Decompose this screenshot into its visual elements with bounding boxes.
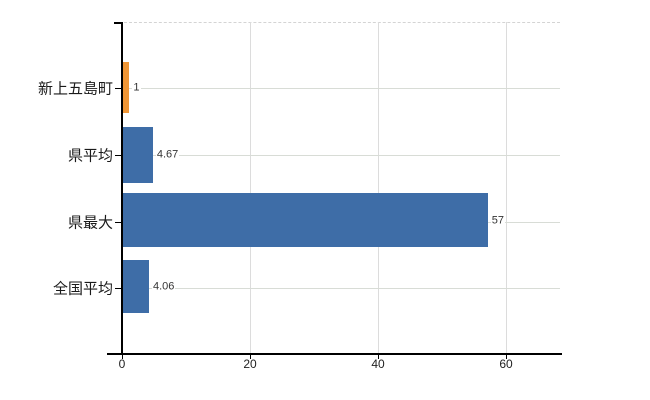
x-tick-0 [122, 355, 123, 359]
y-axis-top-tick [114, 22, 122, 24]
y-axis [121, 22, 123, 353]
category-label: 新上五島町 [37, 80, 113, 98]
bar-value-label: 1 [132, 81, 141, 95]
gridline-vertical-60 [506, 22, 507, 353]
gridline-horizontal-row-1 [123, 155, 560, 156]
x-tick-label: 40 [371, 357, 385, 371]
gridline-horizontal-row-0 [123, 88, 560, 89]
x-tick-label: 60 [499, 357, 513, 371]
category-tick-1 [115, 155, 122, 156]
x-tick-20 [250, 355, 251, 359]
x-tick-40 [378, 355, 379, 359]
category-tick-0 [115, 88, 122, 89]
x-tick-label: 20 [243, 357, 257, 371]
bar-value-label: 4.06 [151, 280, 176, 294]
gridline-vertical-40 [378, 22, 379, 353]
bar-value-label: 57 [490, 214, 506, 228]
plot-top-dashed-gridline [124, 22, 560, 23]
x-axis [107, 353, 562, 355]
category-tick-2 [115, 222, 122, 223]
bar-shinkamigoto [123, 62, 130, 113]
bar-value-label: 4.67 [155, 148, 180, 162]
bar-pref-max [123, 193, 488, 247]
bar-national-average [123, 260, 149, 313]
category-label: 県最大 [67, 214, 113, 232]
category-tick-3 [115, 288, 122, 289]
gridline-vertical-20 [250, 22, 251, 353]
bar-pref-average [123, 127, 153, 183]
category-label: 県平均 [67, 147, 113, 165]
category-label: 全国平均 [52, 280, 113, 298]
x-tick-label: 0 [118, 357, 126, 371]
x-tick-60 [506, 355, 507, 359]
gridline-horizontal-row-3 [123, 288, 560, 289]
